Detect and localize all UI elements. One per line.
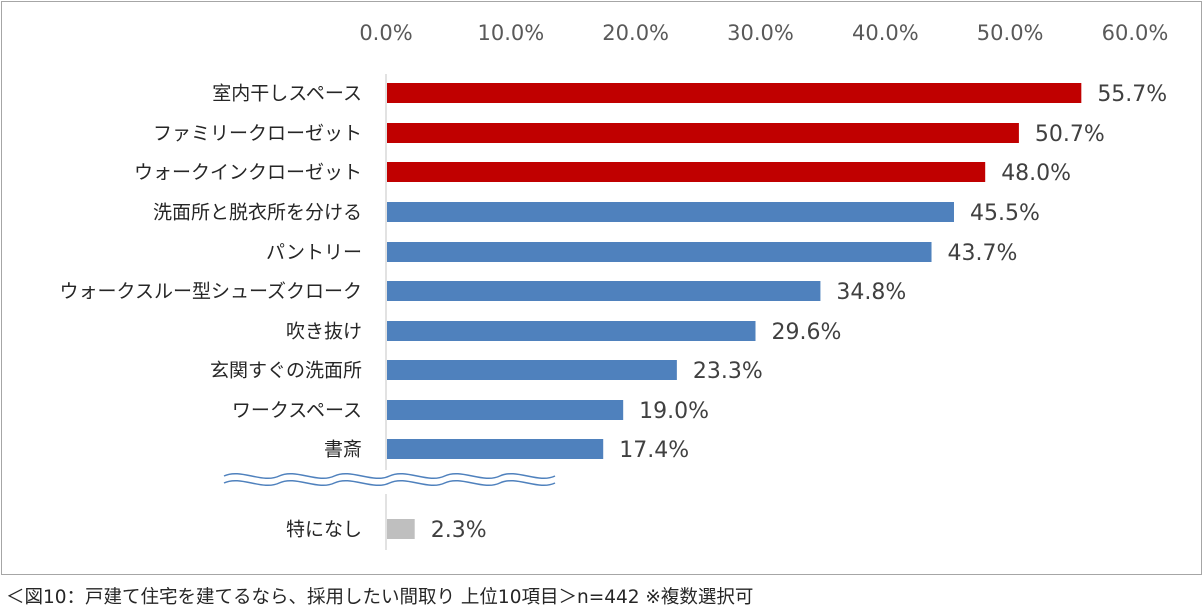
bar [387, 321, 756, 341]
category-label: 室内干しスペース [212, 83, 362, 105]
category-label: 書斎 [324, 439, 362, 461]
x-tick-label: 50.0% [977, 21, 1044, 45]
chart-caption: ＜図10：戸建て住宅を建てるなら、採用したい間取り 上位10項目＞n=442 ※… [6, 587, 754, 608]
x-tick-label: 30.0% [727, 21, 794, 45]
category-label: 玄関すぐの洗面所 [210, 360, 362, 382]
data-label: 19.0% [639, 399, 709, 424]
category-label: ワークスペース [232, 400, 362, 422]
data-label: 50.7% [1035, 122, 1105, 147]
bar [387, 83, 1082, 103]
bar [387, 242, 932, 262]
data-label: 23.3% [693, 359, 763, 384]
category-label: 吹き抜け [286, 321, 362, 343]
category-label: ファミリークローゼット [153, 123, 362, 145]
bar [387, 400, 624, 420]
bar [387, 360, 677, 380]
x-tick-label: 60.0% [1102, 21, 1169, 45]
data-label: 48.0% [1001, 161, 1071, 186]
category-label: ウォークインクローゼット [134, 162, 362, 184]
category-label: パントリー [266, 242, 362, 264]
bars: 室内干しスペース 55.7% ファミリークローゼット 50.7% ウォークインクローゼッ… [60, 82, 1168, 543]
bar [387, 123, 1019, 143]
category-label: 洗面所と脱衣所を分ける [153, 202, 362, 224]
axis-break-wave-lower [223, 479, 556, 487]
data-label: 34.8% [836, 280, 906, 305]
data-label: 45.5% [970, 201, 1040, 226]
bar [387, 281, 821, 301]
data-label: 55.7% [1097, 82, 1167, 107]
bar-chart: 0.0% 10.0% 20.0% 30.0% 40.0% 50.0% 60.0% 室内干しス… [60, 21, 1168, 550]
data-label: 2.3% [431, 518, 487, 543]
data-label: 29.6% [772, 320, 842, 345]
chart-frame: 0.0% 10.0% 20.0% 30.0% 40.0% 50.0% 60.0% 室内干しス… [1, 1, 1202, 575]
category-label: 特になし [286, 519, 362, 541]
x-tick-label: 0.0% [359, 21, 412, 45]
axis-break-wave [223, 472, 556, 487]
data-label: 43.7% [948, 241, 1018, 266]
x-tick-label: 40.0% [852, 21, 919, 45]
x-tick-label: 10.0% [477, 21, 544, 45]
data-label: 17.4% [619, 438, 689, 463]
x-tick-label: 20.0% [602, 21, 669, 45]
bar [387, 162, 986, 182]
bar [387, 202, 954, 222]
axis-break-wave-upper [223, 472, 556, 480]
category-label: ウォークスルー型シューズクローク [60, 281, 362, 303]
x-axis-ticks: 0.0% 10.0% 20.0% 30.0% 40.0% 50.0% 60.0% [359, 21, 1168, 45]
bar [387, 519, 415, 539]
bar [387, 439, 604, 459]
